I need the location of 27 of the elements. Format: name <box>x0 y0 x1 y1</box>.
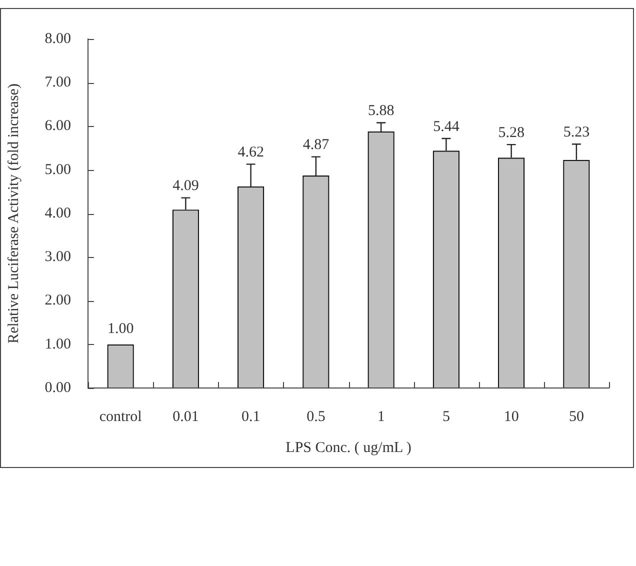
data-label: 1.00 <box>107 320 134 337</box>
data-label: 4.09 <box>172 178 199 194</box>
y-tick-label: 1.00 <box>44 336 71 352</box>
y-tick-label: 8.00 <box>44 30 71 47</box>
x-tick-label: 50 <box>568 408 584 425</box>
y-axis-title: Relative Luciferase Activity (fold increase) <box>6 84 22 344</box>
data-label: 4.62 <box>238 144 264 161</box>
x-tick-label: control <box>99 408 142 425</box>
y-tick-label: 3.00 <box>44 249 71 266</box>
y-tick-label: 5.00 <box>44 162 71 178</box>
y-tick-label: 6.00 <box>44 118 71 134</box>
y-tick-label: 0.00 <box>44 380 71 396</box>
y-tick-label: 7.00 <box>44 74 71 91</box>
y-tick-label: 2.00 <box>44 292 71 309</box>
x-axis-title: LPS Conc. ( ug/mL ) <box>286 440 412 456</box>
data-label: 5.28 <box>498 125 524 142</box>
y-tick-label: 4.00 <box>44 205 71 222</box>
x-tick-label: 0.1 <box>241 408 260 425</box>
x-tick-label: 10 <box>504 408 519 425</box>
x-tick-label: 1 <box>377 408 385 425</box>
x-tick-label: 0.01 <box>172 408 199 425</box>
data-label: 5.88 <box>368 103 394 120</box>
data-label: 5.44 <box>433 118 460 135</box>
x-tick-label: 5 <box>442 408 450 425</box>
data-label: 5.23 <box>563 124 590 141</box>
x-tick-label: 0.5 <box>306 408 326 425</box>
data-label: 4.87 <box>302 137 330 154</box>
